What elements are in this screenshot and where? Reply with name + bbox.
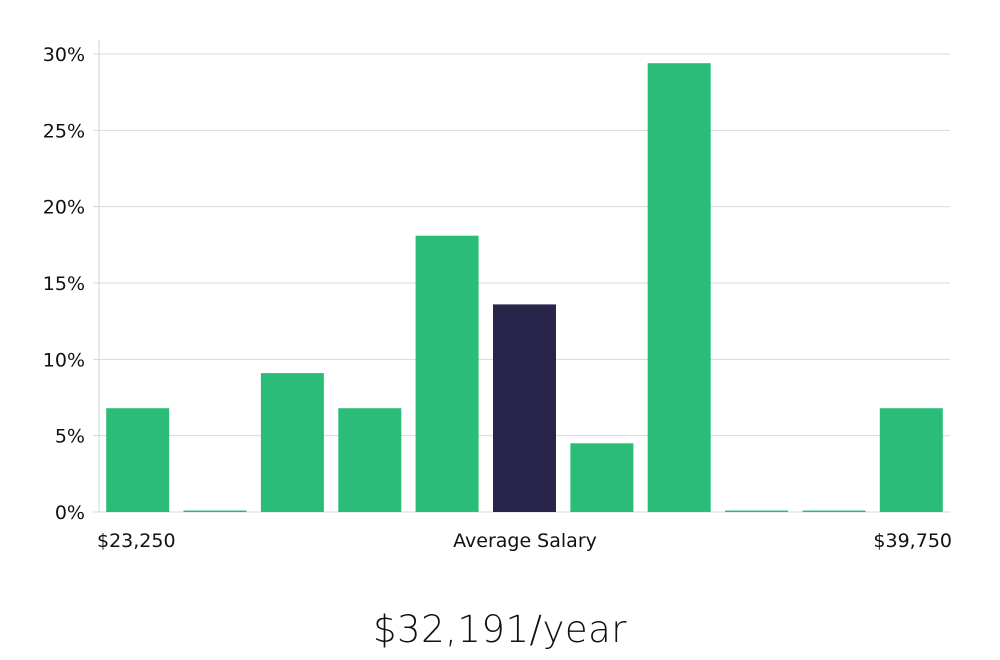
bar-average-salary — [493, 304, 556, 512]
bar — [415, 235, 479, 512]
y-tick-label: 5% — [55, 426, 85, 448]
bar — [183, 510, 247, 512]
average-salary-value: $32,191/year — [372, 608, 627, 651]
bar — [106, 408, 170, 512]
salary-distribution-chart: 0% 5% 10% 15% 20% 25% 30% $23,250 Average Sala… — [43, 40, 952, 552]
y-tick-label: 30% — [43, 44, 85, 66]
bar — [802, 510, 866, 512]
y-tick-label: 10% — [43, 349, 85, 371]
bar — [260, 373, 324, 512]
y-tick-label: 0% — [55, 502, 85, 524]
y-tick-label: 25% — [43, 120, 85, 142]
y-tick-label: 15% — [43, 273, 85, 295]
bar — [725, 510, 789, 512]
y-axis-ticks: 0% 5% 10% 15% 20% 25% 30% — [43, 44, 85, 524]
x-min-label: $23,250 — [97, 530, 176, 552]
bar — [879, 408, 943, 512]
x-max-label: $39,750 — [873, 530, 952, 552]
bar — [570, 443, 634, 512]
bars-layer — [106, 63, 943, 512]
y-tick-label: 20% — [43, 197, 85, 219]
bar — [338, 408, 402, 512]
bar — [647, 63, 711, 512]
x-axis-label: Average Salary — [453, 530, 597, 552]
